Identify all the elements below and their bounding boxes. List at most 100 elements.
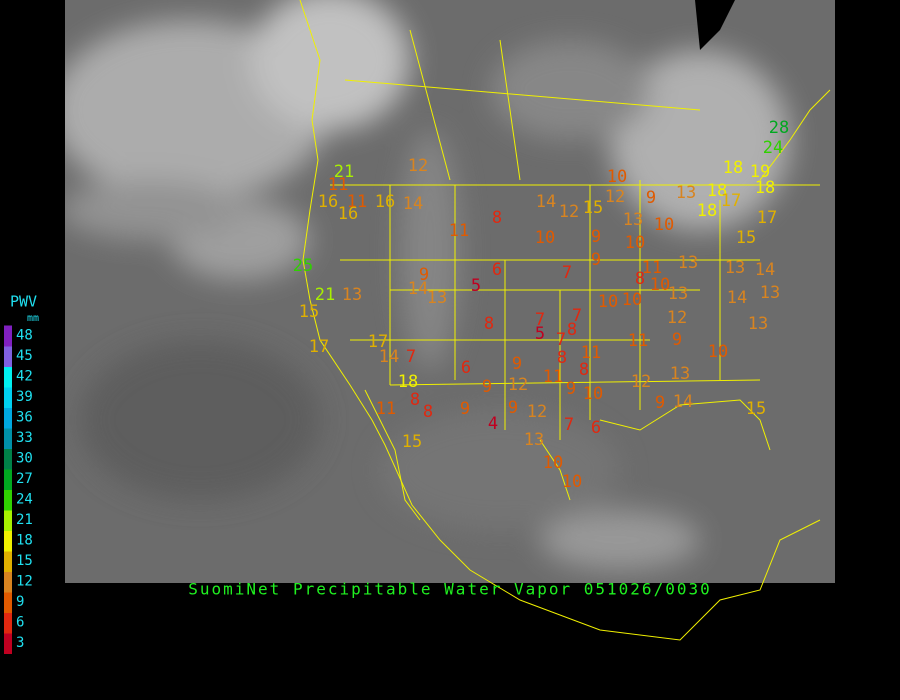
station-value: 8 [423,402,433,422]
station-value: 8 [635,269,645,289]
legend-swatch [4,346,12,367]
station-value: 9 [508,398,518,418]
station-value: 24 [763,138,783,158]
station-value: 6 [591,418,601,438]
station-value: 8 [410,390,420,410]
station-value: 17 [368,332,388,352]
station-value: 10 [607,167,627,187]
station-value: 7 [564,415,574,435]
station-value: 14 [379,347,399,367]
station-value: 12 [605,187,625,207]
station-value: 17 [721,191,741,211]
legend-swatch [4,428,12,449]
station-value: 16 [338,204,358,224]
station-value: 13 [760,283,780,303]
legend-swatch [4,530,12,552]
legend-tick-label: 39 [16,389,33,405]
station-value: 9 [512,354,522,374]
station-value: 9 [646,188,656,208]
station-value: 14 [408,279,428,299]
station-value: 12 [508,375,528,395]
station-value: 7 [556,330,566,350]
borders [299,0,831,641]
station-value: 8 [484,314,494,334]
legend-swatch [4,407,12,429]
station-value: 10 [543,453,563,473]
legend-tick-label: 36 [16,410,33,426]
station-value: 18 [707,181,727,201]
station-value: 15 [402,432,422,452]
station-value: 9 [655,393,665,413]
station-value: 17 [757,208,777,228]
station-value: 4 [488,414,498,434]
station-value: 10 [583,384,603,404]
station-value: 10 [708,342,728,362]
station-value: 12 [559,202,579,222]
station-value: 15 [299,302,319,322]
legend-tick-label: 21 [16,512,33,528]
station-value: 16 [318,192,338,212]
station-value: 19 [750,162,770,182]
legend-tick-label: 48 [16,328,33,344]
station-value: 14 [755,260,775,280]
station-value: 12 [667,308,687,328]
station-value: 18 [398,372,418,392]
legend-tick-label: 18 [16,533,33,549]
station-value: 10 [598,292,618,312]
station-value: 12 [527,402,547,422]
station-value: 11 [642,258,662,278]
map-title: SuomiNet Precipitable Water Vapor 051026… [188,580,711,599]
station-value: 10 [562,472,582,492]
station-value: 9 [419,265,429,285]
station-value: 21 [315,285,335,305]
station-value: 13 [668,284,688,304]
legend-swatch [4,366,12,388]
station-value: 11 [347,192,367,212]
station-value: 9 [566,379,576,399]
station-value: 10 [625,233,645,253]
legend-title: PWV [10,293,37,311]
station-value: 14 [403,194,423,214]
station-value: 15 [736,228,756,248]
station-value: 10 [622,290,642,310]
station-value: 11 [376,399,396,419]
station-value: 28 [769,118,789,138]
station-value: 15 [583,198,603,218]
station-value: 21 [334,162,354,182]
legend-tick-label: 15 [16,553,33,569]
station-value: 18 [723,158,743,178]
legend-swatch [4,551,12,572]
station-value: 14 [673,392,693,412]
station-value: 10 [535,228,555,248]
legend-tick-label: 6 [16,615,24,631]
station-value: 5 [471,276,481,296]
legend-tick-label: 3 [16,635,24,651]
station-value: 11 [543,367,563,387]
station-value: 12 [631,372,651,392]
legend-swatch [4,448,12,470]
station-value: 7 [535,310,545,330]
legend-swatch [4,633,12,654]
station-value: 13 [670,364,690,384]
legend-tick-label: 42 [16,369,33,385]
station-value: 11 [581,343,601,363]
station-value: 13 [524,430,544,450]
station-value: 8 [492,208,502,228]
station-value: 13 [676,183,696,203]
legend-tick-label: 27 [16,471,33,487]
station-value: 13 [725,258,745,278]
station-value: 9 [460,399,470,419]
station-value: 14 [727,288,747,308]
legend-swatch [4,469,12,490]
station-value: 16 [375,192,395,212]
station-value: 7 [562,263,572,283]
legend-swatch [4,387,12,408]
station-value: 13 [748,314,768,334]
station-value: 8 [579,360,589,380]
station-value: 11 [628,331,648,351]
legend-swatch [4,325,12,347]
station-value: 9 [591,250,601,270]
